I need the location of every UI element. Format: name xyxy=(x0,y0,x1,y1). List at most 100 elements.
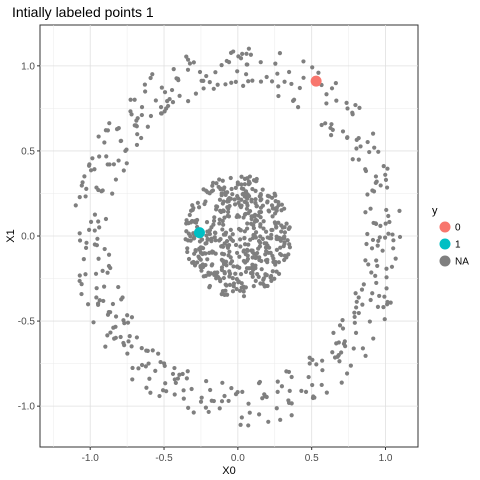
data-point-na xyxy=(106,310,111,315)
data-point-na xyxy=(105,162,110,167)
data-point-na xyxy=(258,215,263,220)
data-point-na xyxy=(207,283,213,289)
data-point-na xyxy=(373,273,378,278)
data-point-na xyxy=(139,112,144,118)
data-point-na xyxy=(248,52,254,57)
y-tick-label: -0.5 xyxy=(18,317,36,328)
data-point-na xyxy=(223,82,228,87)
data-point-na xyxy=(199,395,204,400)
data-point-na xyxy=(143,89,148,94)
data-point-na xyxy=(253,255,258,261)
data-point-na xyxy=(238,227,243,233)
data-point-na xyxy=(193,91,199,96)
data-point-na xyxy=(303,389,309,394)
data-point-na xyxy=(368,297,373,303)
data-point-na xyxy=(210,249,215,254)
data-point-na xyxy=(90,156,95,161)
data-point-na xyxy=(393,256,398,261)
data-point-na xyxy=(314,362,319,367)
data-point-na xyxy=(254,176,259,182)
x-tick-label: 0.0 xyxy=(231,453,245,464)
data-point-na xyxy=(381,163,386,169)
axes: -1.0 -0.5 0.0 0.5 1.0 -1.0 -0.5 0.0 0.5 1.0 xyxy=(18,61,393,464)
data-point-na xyxy=(280,225,285,230)
data-point-na xyxy=(356,157,361,162)
data-point-na xyxy=(329,122,334,127)
data-point-na xyxy=(269,227,274,233)
data-point-na xyxy=(230,192,235,197)
data-point-na xyxy=(248,221,254,226)
data-point-na xyxy=(364,241,369,247)
data-point-na xyxy=(253,197,258,202)
data-point-na xyxy=(228,227,233,232)
data-point-na xyxy=(185,369,190,374)
legend-key-NA xyxy=(439,255,451,267)
data-point-na xyxy=(365,231,370,237)
data-point-na xyxy=(261,277,266,282)
data-point-na xyxy=(77,195,82,200)
data-point-na xyxy=(259,258,264,264)
data-point-na xyxy=(258,222,263,227)
data-point-na xyxy=(191,60,196,65)
data-point-na xyxy=(88,168,94,173)
data-point-na xyxy=(274,406,279,411)
data-point-na xyxy=(79,291,84,297)
data-point-na xyxy=(230,238,236,243)
data-point-na xyxy=(77,231,82,236)
data-point-na xyxy=(256,274,261,280)
data-point-na xyxy=(96,219,101,224)
data-point-na xyxy=(377,235,382,240)
data-point-na xyxy=(345,106,350,111)
data-point-na xyxy=(171,66,176,72)
data-point-na xyxy=(276,84,281,89)
data-point-na xyxy=(221,275,226,281)
data-point-na xyxy=(177,93,182,98)
data-point-na xyxy=(345,135,350,140)
data-point-na xyxy=(213,251,218,256)
data-point-na xyxy=(209,189,214,194)
data-point-na xyxy=(143,364,148,369)
data-point-na xyxy=(220,380,225,385)
data-point-na xyxy=(105,128,111,133)
data-point-na xyxy=(278,251,283,257)
data-point-na xyxy=(245,256,250,262)
data-point-na xyxy=(265,257,270,262)
data-point-na xyxy=(375,263,380,269)
data-point-na xyxy=(284,369,289,374)
data-point-na xyxy=(170,371,176,377)
data-point-na xyxy=(241,258,246,264)
data-point-na xyxy=(148,390,153,395)
data-point-na xyxy=(253,200,258,205)
data-point-na xyxy=(234,277,239,282)
data-point-na xyxy=(316,70,321,75)
data-point-na xyxy=(195,200,200,205)
data-point-na xyxy=(247,208,253,214)
data-point-na xyxy=(323,121,328,126)
data-point-na xyxy=(260,187,265,192)
data-point-na xyxy=(330,127,335,132)
data-point-na xyxy=(258,205,264,210)
data-point-na xyxy=(351,346,356,351)
data-point-na xyxy=(220,227,225,232)
data-point-na xyxy=(354,146,359,151)
data-point-na xyxy=(269,232,274,237)
data-point-na xyxy=(197,69,203,75)
data-point-na xyxy=(310,382,315,388)
data-point-na xyxy=(263,229,269,234)
data-point-na xyxy=(92,212,98,217)
data-point-na xyxy=(336,340,341,345)
data-point-label-1 xyxy=(193,227,205,239)
data-point-na xyxy=(201,78,206,83)
data-point-na xyxy=(244,51,249,56)
data-point-na xyxy=(108,330,113,335)
data-point-na xyxy=(139,346,144,351)
data-point-na xyxy=(224,238,230,244)
data-point-na xyxy=(344,371,350,376)
data-point-na xyxy=(384,286,389,291)
data-point-na xyxy=(186,256,192,262)
data-point-na xyxy=(276,220,281,225)
data-point-na xyxy=(352,320,357,325)
data-point-na xyxy=(257,412,262,417)
data-point-na xyxy=(136,366,141,371)
data-point-na xyxy=(145,124,150,129)
